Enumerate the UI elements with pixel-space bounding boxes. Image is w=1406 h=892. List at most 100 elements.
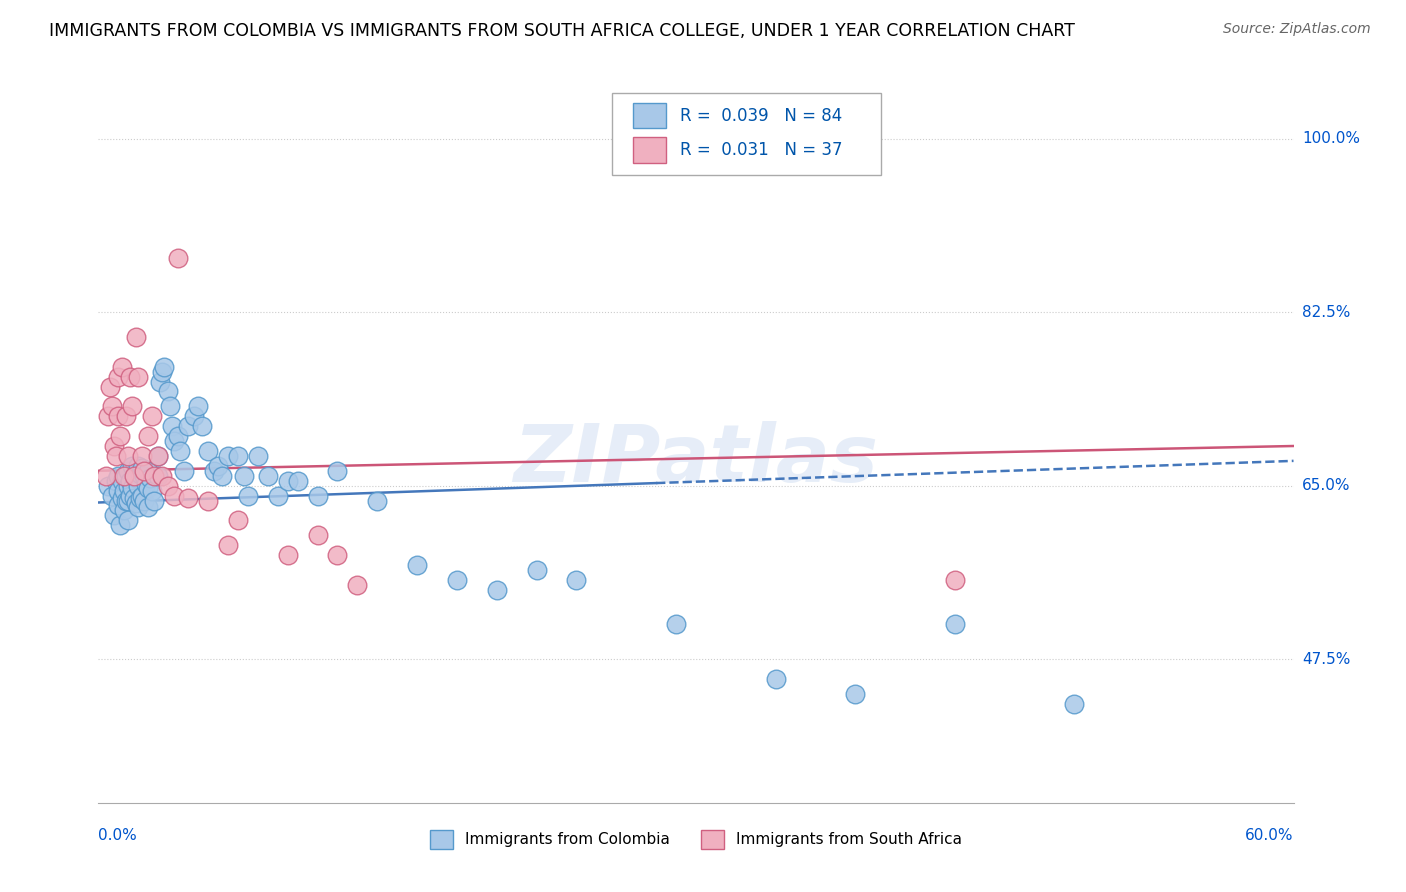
Point	[107, 499, 129, 513]
Point	[110, 429, 132, 443]
Point	[127, 458, 149, 473]
Point	[943, 617, 966, 632]
Text: 47.5%: 47.5%	[1302, 651, 1350, 666]
Point	[107, 483, 129, 498]
Point	[665, 617, 688, 632]
Point	[148, 468, 170, 483]
Point	[943, 573, 966, 587]
Point	[136, 429, 159, 443]
Point	[110, 518, 132, 533]
Point	[125, 330, 148, 344]
Point	[236, 489, 259, 503]
Point	[197, 493, 219, 508]
Point	[120, 489, 142, 503]
Point	[187, 400, 209, 414]
Point	[134, 464, 156, 478]
Point	[226, 449, 249, 463]
Point	[153, 359, 176, 374]
Point	[121, 458, 143, 473]
Bar	[633, 103, 666, 128]
Text: 82.5%: 82.5%	[1302, 305, 1350, 319]
Point	[131, 460, 153, 475]
Point	[183, 409, 205, 424]
Point	[346, 578, 368, 592]
Point	[127, 369, 149, 384]
Point	[173, 464, 195, 478]
Point	[139, 471, 162, 485]
Point	[565, 573, 588, 587]
Point	[191, 419, 214, 434]
Point	[121, 400, 143, 414]
Point	[149, 375, 172, 389]
Point	[177, 419, 200, 434]
Point	[112, 483, 135, 498]
Bar	[633, 137, 666, 162]
Point	[131, 449, 153, 463]
Point	[127, 500, 149, 515]
Point	[1063, 697, 1085, 711]
Point	[117, 493, 139, 508]
Point	[97, 478, 120, 492]
Point	[217, 538, 239, 552]
Point	[129, 491, 152, 505]
Point	[277, 474, 299, 488]
Point	[117, 478, 139, 492]
Point	[526, 563, 548, 577]
Point	[125, 471, 148, 485]
Point	[217, 449, 239, 463]
Point	[136, 481, 159, 495]
Point	[98, 379, 122, 393]
Text: IMMIGRANTS FROM COLOMBIA VS IMMIGRANTS FROM SOUTH AFRICA COLLEGE, UNDER 1 YEAR C: IMMIGRANTS FROM COLOMBIA VS IMMIGRANTS F…	[49, 22, 1076, 40]
Point	[111, 491, 134, 505]
Legend: Immigrants from Colombia, Immigrants from South Africa: Immigrants from Colombia, Immigrants fro…	[430, 830, 962, 848]
Point	[256, 468, 278, 483]
Point	[124, 468, 146, 483]
Point	[307, 489, 329, 503]
Point	[366, 493, 388, 508]
Point	[136, 464, 159, 478]
Text: 60.0%: 60.0%	[1246, 828, 1294, 843]
Point	[121, 481, 143, 495]
Point	[150, 468, 173, 483]
Point	[211, 468, 233, 483]
Point	[141, 483, 163, 498]
Point	[167, 429, 190, 443]
Point	[111, 474, 134, 488]
Point	[124, 491, 146, 505]
FancyBboxPatch shape	[613, 93, 882, 175]
Text: Source: ZipAtlas.com: Source: ZipAtlas.com	[1223, 22, 1371, 37]
Point	[163, 489, 186, 503]
Point	[134, 493, 156, 508]
Point	[107, 369, 129, 384]
Point	[125, 496, 148, 510]
Text: 0.0%: 0.0%	[98, 828, 138, 843]
Point	[159, 400, 181, 414]
Point	[287, 474, 309, 488]
Point	[107, 409, 129, 424]
Point	[101, 489, 124, 503]
Point	[131, 489, 153, 503]
Point	[103, 439, 125, 453]
Point	[135, 476, 157, 491]
Point	[124, 468, 146, 483]
Point	[127, 478, 149, 492]
Point	[197, 444, 219, 458]
Point	[406, 558, 429, 572]
Point	[96, 468, 118, 483]
Point	[97, 409, 120, 424]
Point	[167, 251, 190, 265]
Point	[844, 687, 866, 701]
Point	[115, 468, 138, 483]
Point	[307, 528, 329, 542]
Text: R =  0.039   N = 84: R = 0.039 N = 84	[681, 107, 842, 125]
Point	[115, 493, 138, 508]
Point	[163, 434, 186, 448]
Text: 65.0%: 65.0%	[1302, 478, 1350, 493]
Point	[105, 449, 128, 463]
Point	[765, 672, 787, 686]
Point	[115, 409, 138, 424]
Text: ZIPatlas: ZIPatlas	[513, 421, 879, 500]
Point	[117, 464, 139, 478]
Point	[226, 513, 249, 527]
Point	[157, 384, 180, 399]
